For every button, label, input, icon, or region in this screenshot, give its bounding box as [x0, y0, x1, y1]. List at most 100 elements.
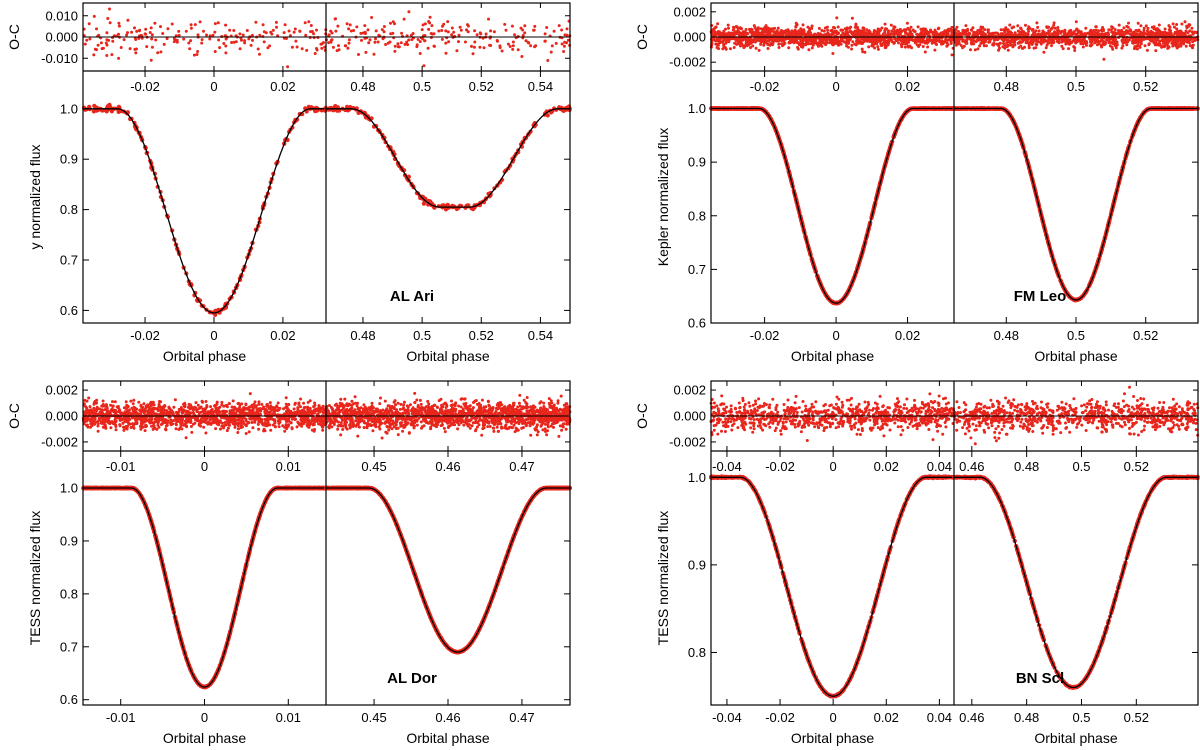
star-name-label: AL Ari: [390, 288, 434, 305]
oc-y-tick-label: -0.002: [41, 434, 78, 449]
oc-y-tick-label: 0.000: [673, 409, 706, 424]
data-points-primary: [709, 106, 956, 306]
x-tick-label-top: 0.54: [528, 79, 553, 94]
oc-y-tick-label: 0.010: [45, 8, 78, 23]
star-name-label: FM Leo: [1014, 288, 1067, 305]
x-axis-title: Orbital phase: [1034, 348, 1117, 364]
oc-residuals-primary: [709, 16, 956, 57]
data-points-secondary: [324, 104, 572, 212]
oc-y-tick-label: 0.000: [673, 30, 706, 45]
x-tick-label: 0.02: [874, 710, 899, 725]
model-curve-primary: [83, 487, 326, 688]
x-tick-label-top: 0: [832, 79, 839, 94]
x-tick-label-top: 0.5: [413, 79, 431, 94]
x-tick-label-top: 0.52: [1133, 79, 1158, 94]
x-tick-label-top: 0.48: [994, 79, 1019, 94]
x-tick-label: 0.47: [509, 710, 534, 725]
oc-residuals-secondary: [325, 10, 572, 68]
panel-bn-scl: -0.04 -0.04 -0.02 -0.02 0 0 0.02 0.02 0.04 0.04 Or…: [634, 380, 1200, 746]
y-tick-label: 0.8: [688, 645, 706, 660]
model-curve-secondary: [954, 107, 1198, 301]
oc-residuals-primary: [82, 7, 328, 69]
x-tick-label-top: 0: [201, 459, 208, 474]
x-tick-label: -0.02: [765, 710, 795, 725]
x-tick-label-top: 0.5: [1072, 459, 1090, 474]
y-tick-label: 0.8: [688, 208, 706, 223]
x-tick-label-top: -0.01: [106, 459, 136, 474]
data-points-primary: [81, 485, 329, 690]
model-curve-secondary: [954, 476, 1198, 689]
x-axis-title: Orbital phase: [163, 730, 246, 746]
y-tick-label: 1.0: [688, 101, 706, 116]
x-tick-label-top: 0.02: [874, 459, 899, 474]
oc-y-tick-label: -0.002: [669, 55, 706, 70]
x-tick-label: 0.48: [1014, 710, 1039, 725]
y-tick-label: 0.7: [688, 262, 706, 277]
y-axis-title: TESS normalized flux: [655, 511, 671, 646]
y-tick-label: 0.9: [688, 155, 706, 170]
x-axis-title: Orbital phase: [163, 348, 246, 364]
x-tick-label: 0.52: [1124, 710, 1149, 725]
y-tick-label: 0.8: [60, 202, 78, 217]
panel-al-dor: -0.01 -0.01 0 0 0.01 0.01 Orbital phase 0.45 0.4…: [6, 380, 573, 746]
y-tick-label: 1.0: [60, 481, 78, 496]
y-tick-label: 0.6: [688, 316, 706, 331]
y-axis-title: Kepler normalized flux: [655, 128, 671, 267]
x-tick-label-top: 0.01: [276, 459, 301, 474]
oc-axis-title: O-C: [634, 24, 650, 50]
x-tick-label: 0.52: [1133, 328, 1158, 343]
x-tick-label: 0.5: [1072, 710, 1090, 725]
data-points-secondary: [324, 485, 573, 655]
x-tick-label: 0.5: [1067, 328, 1085, 343]
model-curve-secondary: [326, 487, 570, 653]
x-tick-label-top: 0.46: [959, 459, 984, 474]
x-tick-label: -0.02: [750, 328, 780, 343]
y-tick-label: 0.7: [60, 253, 78, 268]
oc-axis-title: O-C: [6, 24, 22, 50]
x-axis-title: Orbital phase: [406, 730, 489, 746]
x-tick-label-top: 0.52: [1124, 459, 1149, 474]
model-curve-secondary: [326, 108, 570, 208]
data-points-primary: [82, 102, 328, 317]
panel-fm-leo: -0.02 -0.02 0 0 0.02 0.02 Orbital phase 0.48 0.4…: [634, 2, 1200, 364]
x-tick-label: 0.54: [528, 328, 553, 343]
panel-al-ari: -0.02 -0.02 0 0 0.02 0.02 Orbital phase 0.48 0.4…: [6, 2, 572, 364]
data-points-primary: [708, 474, 956, 699]
y-tick-label: 0.9: [60, 533, 78, 548]
x-tick-label: 0: [210, 328, 217, 343]
oc-y-tick-label: 0.002: [45, 383, 78, 398]
x-tick-label-top: 0.04: [927, 459, 952, 474]
model-curve-primary: [711, 476, 954, 697]
x-tick-label: 0: [832, 328, 839, 343]
y-tick-label: 1.0: [688, 470, 706, 485]
y-tick-label: 0.6: [60, 692, 78, 707]
x-tick-label-top: 0: [210, 79, 217, 94]
oc-y-tick-label: 0.000: [45, 409, 78, 424]
oc-y-tick-label: -0.002: [669, 434, 706, 449]
data-points-secondary: [952, 106, 1200, 303]
x-tick-label-top: 0.48: [1014, 459, 1039, 474]
y-axis-title: TESS normalized flux: [27, 511, 43, 646]
x-tick-label-top: 0.02: [270, 79, 295, 94]
x-tick-label: 0: [830, 710, 837, 725]
oc-axis-title: O-C: [634, 403, 650, 429]
star-name-label: BN Scl: [1016, 670, 1064, 687]
y-tick-label: 0.9: [60, 152, 78, 167]
x-tick-label: 0.02: [270, 328, 295, 343]
x-axis-title: Orbital phase: [1034, 730, 1117, 746]
x-tick-label: -0.02: [130, 328, 160, 343]
oc-residuals-secondary: [953, 20, 1200, 61]
x-tick-label: 0.02: [895, 328, 920, 343]
x-tick-label-top: -0.02: [130, 79, 160, 94]
x-axis-title: Orbital phase: [406, 348, 489, 364]
x-tick-label: 0.46: [435, 710, 460, 725]
x-tick-label: -0.04: [712, 710, 742, 725]
oc-y-tick-label: 0.002: [673, 4, 706, 19]
y-tick-label: 1.0: [60, 101, 78, 116]
oc-y-tick-label: 0.002: [673, 383, 706, 398]
x-tick-label-top: 0.48: [350, 79, 375, 94]
x-tick-label-top: -0.02: [765, 459, 795, 474]
x-tick-label: 0.48: [994, 328, 1019, 343]
x-tick-label-top: 0.47: [509, 459, 534, 474]
